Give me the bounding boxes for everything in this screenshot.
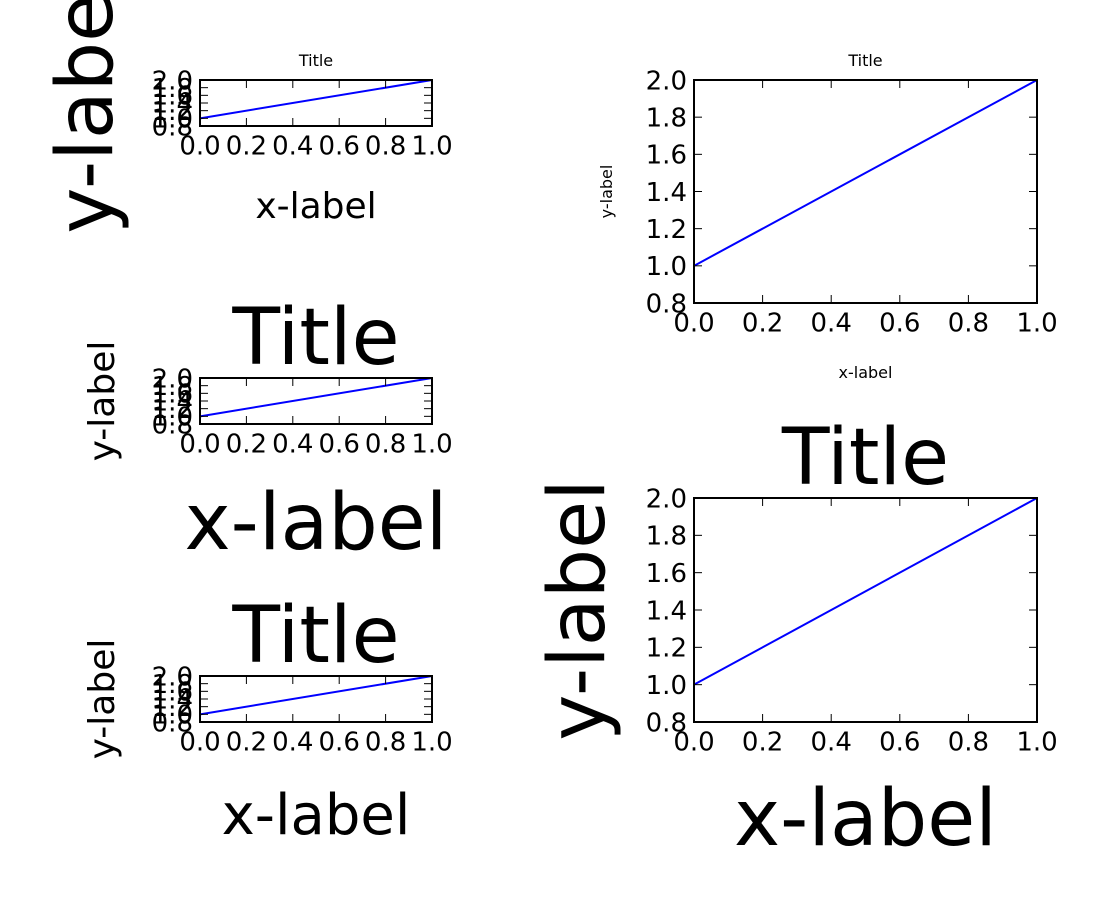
y-tick-label: 0.8 [646, 708, 687, 738]
axes-frame [199, 377, 433, 425]
y-tick-label: 1.0 [646, 671, 687, 701]
chart-title: Title [847, 51, 882, 70]
series-line-1 [199, 377, 433, 418]
y-axis-label: y-label [82, 639, 123, 760]
y-tick-label: 2.0 [152, 66, 193, 96]
y-tick-label: 1.4 [152, 387, 193, 417]
x-tick-label: 0.6 [319, 132, 360, 162]
x-axis-label: x-label [255, 186, 376, 227]
chart-panel-2: 0.0 0.2 0.4 0.6 0.8 1.0 0.8 1.0 1.2 1.4 1.6 1.8 2.0 T… [597, 51, 1058, 382]
y-axis-label: y-label [597, 165, 616, 219]
y-tick-label: 1.4 [646, 178, 687, 208]
y-tick-label: 1.0 [152, 105, 193, 135]
x-tick-label: 1.0 [1016, 728, 1057, 758]
series-line-1 [199, 79, 433, 120]
y-tick-label: 1.6 [646, 141, 687, 171]
y-tick-label: 1.0 [152, 701, 193, 731]
x-axis-label: x-label [185, 478, 448, 568]
series-line-1 [693, 497, 1038, 686]
chart-panel-1: 0.0 0.2 0.4 0.6 0.8 1.00.81.01.21.41.61.82.0T… [41, 0, 453, 234]
x-axis-label: x-label [734, 774, 997, 864]
y-tick-label: 1.6 [152, 380, 193, 410]
x-tick-label: 1.0 [411, 728, 452, 758]
y-tick-label: 1.8 [152, 372, 193, 402]
y-axis-label: y-label [41, 0, 131, 234]
y-tick-label: 2.0 [646, 66, 687, 96]
x-tick-label: 0.8 [365, 430, 406, 460]
x-tick-label: 0.6 [319, 728, 360, 758]
x-tick-label: 0.4 [272, 132, 313, 162]
x-tick-label: 0.2 [226, 132, 267, 162]
y-tick-label: 1.4 [646, 596, 687, 626]
chart-title: Title [298, 51, 333, 70]
y-tick-label: 1.2 [646, 215, 687, 245]
y-tick-label: 1.2 [152, 97, 193, 127]
x-tick-label: 0.4 [272, 728, 313, 758]
y-tick-label: 0.8 [152, 112, 193, 142]
x-tick-label: 0.8 [948, 728, 989, 758]
x-tick-label: 0.2 [742, 728, 783, 758]
y-tick-label: 1.8 [646, 522, 687, 552]
x-tick-label: 0.8 [365, 132, 406, 162]
y-tick-label: 1.2 [152, 395, 193, 425]
y-tick-label: 1.6 [152, 678, 193, 708]
x-tick-label: 0.4 [811, 309, 852, 339]
y-tick-label: 0.8 [152, 708, 193, 738]
x-tick-label: 0.0 [179, 132, 220, 162]
chart-panel-3: 0.0 0.2 0.4 0.6 0.8 1.00.81.01.21.41.61.82.0 T… [82, 293, 453, 568]
x-tick-label: 0.6 [879, 309, 920, 339]
axes-frame [693, 79, 1038, 304]
x-tick-label: 1.0 [411, 132, 452, 162]
y-tick-label: 1.8 [152, 74, 193, 104]
y-tick-label: 1.6 [646, 559, 687, 589]
x-tick-label: 0.0 [179, 728, 220, 758]
y-tick-label: 1.4 [152, 685, 193, 715]
x-tick-label: 0.2 [226, 728, 267, 758]
y-tick-label: 0.8 [152, 410, 193, 440]
y-tick-label: 1.8 [646, 104, 687, 134]
y-tick-label: 1.0 [646, 252, 687, 282]
x-axis-label: x-label [839, 363, 893, 382]
y-tick-label: 1.8 [152, 670, 193, 700]
x-tick-label: 0.0 [673, 728, 714, 758]
chart-panel-5: 0.0 0.2 0.4 0.6 0.8 1.0 0.8 1.0 1.2 1.4 1.6 1.8 2.0 T… [533, 413, 1058, 864]
y-tick-label: 1.2 [646, 634, 687, 664]
y-axis-label: y-label [533, 479, 623, 741]
chart-panel-4: 0.0 0.2 0.4 0.6 0.8 1.00.81.01.21.41.61.82.0 T… [82, 591, 453, 848]
chart-title: Title [231, 293, 399, 383]
x-tick-label: 0.4 [272, 430, 313, 460]
y-tick-label: 0.8 [646, 289, 687, 319]
x-tick-label: 1.0 [411, 430, 452, 460]
x-tick-label: 0.2 [742, 309, 783, 339]
y-tick-label: 1.0 [152, 403, 193, 433]
x-tick-label: 0.0 [179, 430, 220, 460]
axes-frame [199, 79, 433, 127]
chart-title: Title [781, 413, 949, 503]
y-axis-label: y-label [82, 341, 123, 462]
y-tick-label: 1.6 [152, 82, 193, 112]
x-tick-label: 0.8 [948, 309, 989, 339]
axes-frame [693, 497, 1038, 723]
y-tick-label: 2.0 [152, 364, 193, 394]
x-tick-label: 0.8 [365, 728, 406, 758]
y-tick-label: 2.0 [646, 484, 687, 514]
x-tick-label: 0.4 [811, 728, 852, 758]
x-tick-label: 0.2 [226, 430, 267, 460]
x-tick-label: 0.6 [319, 430, 360, 460]
y-tick-label: 1.2 [152, 693, 193, 723]
y-tick-label: 2.0 [152, 662, 193, 692]
series-line-1 [199, 675, 433, 716]
x-tick-label: 0.0 [673, 309, 714, 339]
x-axis-label: x-label [222, 783, 411, 848]
y-tick-label: 1.4 [152, 89, 193, 119]
chart-title: Title [231, 591, 399, 681]
axes-frame [199, 675, 433, 723]
x-tick-label: 1.0 [1016, 309, 1057, 339]
series-line-1 [693, 79, 1038, 267]
x-tick-label: 0.6 [879, 728, 920, 758]
